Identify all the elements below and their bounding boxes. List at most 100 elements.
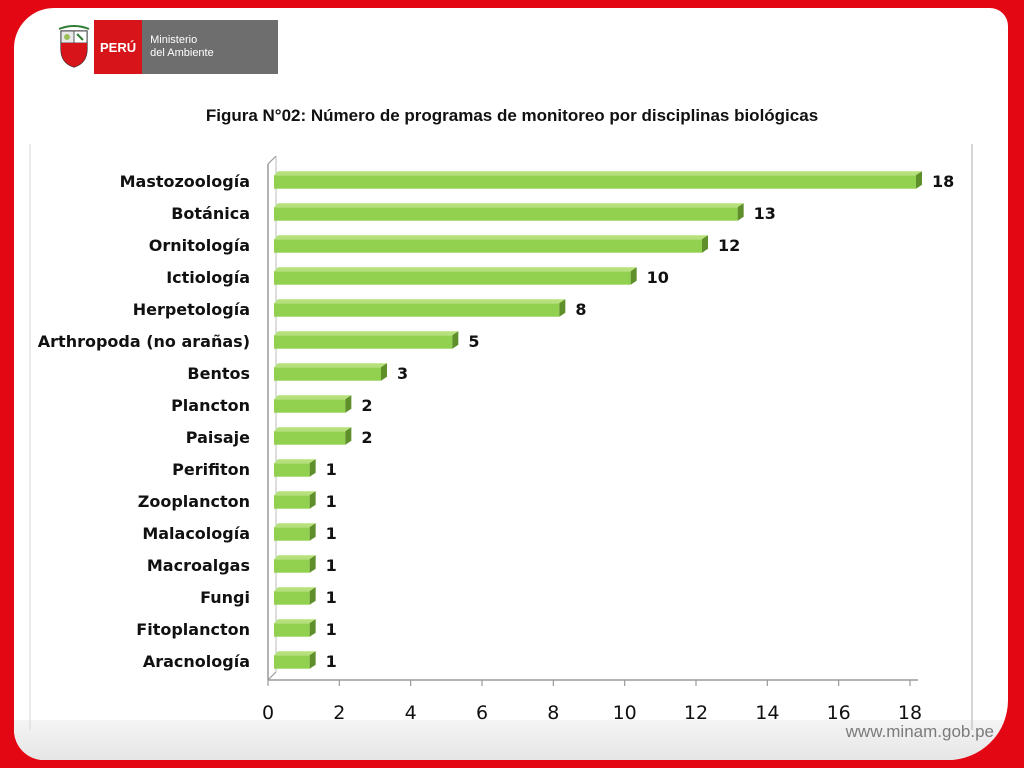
value-label: 1 bbox=[326, 620, 337, 639]
value-label: 1 bbox=[326, 588, 337, 607]
country-label: PERÚ bbox=[94, 20, 143, 74]
coat-of-arms-icon bbox=[54, 20, 94, 74]
value-label: 1 bbox=[326, 556, 337, 575]
value-label: 2 bbox=[361, 396, 372, 415]
bar-4 bbox=[274, 303, 560, 317]
x-tick-label: 0 bbox=[262, 702, 274, 724]
bar-top-face-15 bbox=[274, 651, 316, 656]
x-tick-label: 12 bbox=[684, 702, 708, 724]
category-label: Zooplancton bbox=[138, 492, 250, 511]
ministry-logo: PERÚ Ministerio del Ambiente bbox=[54, 20, 279, 74]
bar-13 bbox=[274, 591, 310, 605]
value-label: 3 bbox=[397, 364, 408, 383]
bar-2 bbox=[274, 239, 702, 253]
bar-top-face-0 bbox=[274, 171, 922, 176]
bar-end-face-6 bbox=[381, 363, 387, 381]
bar-0 bbox=[274, 175, 916, 189]
x-tick-label: 10 bbox=[613, 702, 637, 724]
bar-top-face-7 bbox=[274, 395, 352, 400]
category-label: Macroalgas bbox=[147, 556, 250, 575]
x-tick-label: 2 bbox=[333, 702, 345, 724]
category-label: Mastozoología bbox=[120, 172, 250, 191]
category-label: Arthropoda (no arañas) bbox=[38, 332, 250, 351]
value-label: 5 bbox=[468, 332, 479, 351]
bar-top-face-14 bbox=[274, 619, 316, 624]
x-tick-label: 14 bbox=[755, 702, 779, 724]
category-label: Herpetología bbox=[133, 300, 250, 319]
bar-12 bbox=[274, 559, 310, 573]
category-label: Fungi bbox=[200, 588, 250, 607]
bar-3 bbox=[274, 271, 631, 285]
bar-top-face-1 bbox=[274, 203, 744, 208]
x-tick-label: 18 bbox=[898, 702, 922, 724]
bar-end-face-12 bbox=[309, 555, 316, 573]
value-label: 18 bbox=[932, 172, 954, 191]
value-label: 8 bbox=[575, 300, 586, 319]
bar-end-face-10 bbox=[309, 491, 316, 509]
bar-end-face-15 bbox=[309, 651, 316, 669]
bar-7 bbox=[274, 399, 346, 413]
value-label: 1 bbox=[326, 460, 337, 479]
value-label: 2 bbox=[361, 428, 372, 447]
axis-wall-edge bbox=[267, 155, 277, 165]
bar-top-face-4 bbox=[274, 299, 566, 304]
bar-end-face-13 bbox=[309, 587, 316, 605]
bar-top-face-2 bbox=[274, 235, 708, 240]
bar-end-face-5 bbox=[452, 331, 459, 349]
bar-top-face-5 bbox=[274, 331, 459, 336]
bar-top-face-11 bbox=[274, 523, 316, 528]
x-tick-label: 16 bbox=[827, 702, 851, 724]
slide-background bbox=[14, 8, 1008, 760]
axis-floor-edge bbox=[267, 671, 277, 681]
bar-end-face-1 bbox=[737, 203, 744, 221]
category-label: Ornitología bbox=[149, 236, 250, 255]
x-tick-label: 4 bbox=[405, 702, 417, 724]
category-label: Bentos bbox=[187, 364, 250, 383]
bar-end-face-14 bbox=[309, 619, 316, 637]
bar-end-face-0 bbox=[916, 171, 922, 189]
ministry-line-2: del Ambiente bbox=[150, 47, 214, 59]
footer-band bbox=[14, 720, 1008, 760]
value-label: 1 bbox=[326, 652, 337, 671]
bar-top-face-10 bbox=[274, 491, 316, 496]
bar-end-face-3 bbox=[630, 267, 637, 285]
ministry-name: Ministerio del Ambiente bbox=[142, 20, 279, 74]
bar-6 bbox=[274, 367, 381, 381]
category-label: Aracnología bbox=[143, 652, 250, 671]
bar-end-face-8 bbox=[345, 427, 352, 445]
website-url: www.minam.gob.pe bbox=[845, 722, 994, 741]
x-tick-label: 8 bbox=[547, 702, 559, 724]
bar-1 bbox=[274, 207, 738, 221]
category-label: Paisaje bbox=[186, 428, 250, 447]
bar-5 bbox=[274, 335, 453, 349]
category-label: Perifiton bbox=[172, 460, 250, 479]
value-label: 1 bbox=[326, 524, 337, 543]
category-label: Ictiología bbox=[166, 268, 250, 287]
bar-top-face-3 bbox=[274, 267, 637, 272]
bar-9 bbox=[274, 463, 310, 477]
bar-10 bbox=[274, 495, 310, 509]
value-label: 13 bbox=[754, 204, 776, 223]
bar-top-face-9 bbox=[274, 459, 316, 464]
x-tick-label: 6 bbox=[476, 702, 488, 724]
category-label: Botánica bbox=[171, 204, 250, 223]
value-label: 10 bbox=[647, 268, 669, 287]
chart-title: Figura N°02: Número de programas de moni… bbox=[205, 106, 819, 125]
bar-top-face-13 bbox=[274, 587, 316, 592]
bar-top-face-6 bbox=[274, 363, 387, 368]
value-label: 1 bbox=[326, 492, 337, 511]
bar-top-face-8 bbox=[274, 427, 352, 432]
bar-8 bbox=[274, 431, 346, 445]
bar-11 bbox=[274, 527, 310, 541]
bar-14 bbox=[274, 623, 310, 637]
ministry-line-1: Ministerio bbox=[150, 34, 198, 46]
bar-15 bbox=[274, 655, 310, 669]
category-label: Malacología bbox=[142, 524, 250, 543]
bar-end-face-9 bbox=[309, 459, 316, 477]
category-label: Fitoplancton bbox=[136, 620, 250, 639]
bar-end-face-2 bbox=[702, 235, 708, 253]
category-label: Plancton bbox=[171, 396, 250, 415]
value-label: 12 bbox=[718, 236, 740, 255]
bar-top-face-12 bbox=[274, 555, 316, 560]
